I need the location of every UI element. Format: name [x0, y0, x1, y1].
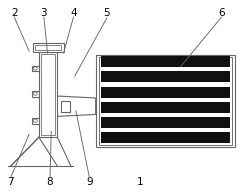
Bar [35, 45, 61, 50]
Text: 4: 4 [70, 8, 77, 18]
Text: 8: 8 [47, 177, 53, 187]
Bar [99, 57, 232, 144]
Text: 9: 9 [86, 177, 93, 187]
Bar [31, 118, 39, 124]
Bar [101, 102, 230, 113]
Bar [101, 87, 230, 98]
Bar [31, 66, 39, 71]
Bar [101, 71, 230, 82]
Bar [31, 91, 39, 97]
Bar [101, 132, 230, 143]
Text: 1: 1 [137, 177, 143, 187]
Text: 3: 3 [40, 8, 47, 18]
Bar [101, 117, 230, 128]
Bar [41, 54, 55, 135]
Text: 7: 7 [7, 177, 14, 187]
Polygon shape [58, 96, 96, 116]
Bar [39, 52, 58, 137]
Bar [61, 101, 70, 112]
Bar [33, 43, 63, 52]
Text: 2: 2 [11, 8, 18, 18]
Bar [96, 55, 235, 147]
Text: 5: 5 [103, 8, 110, 18]
Text: 6: 6 [218, 8, 225, 18]
Bar [101, 56, 230, 67]
